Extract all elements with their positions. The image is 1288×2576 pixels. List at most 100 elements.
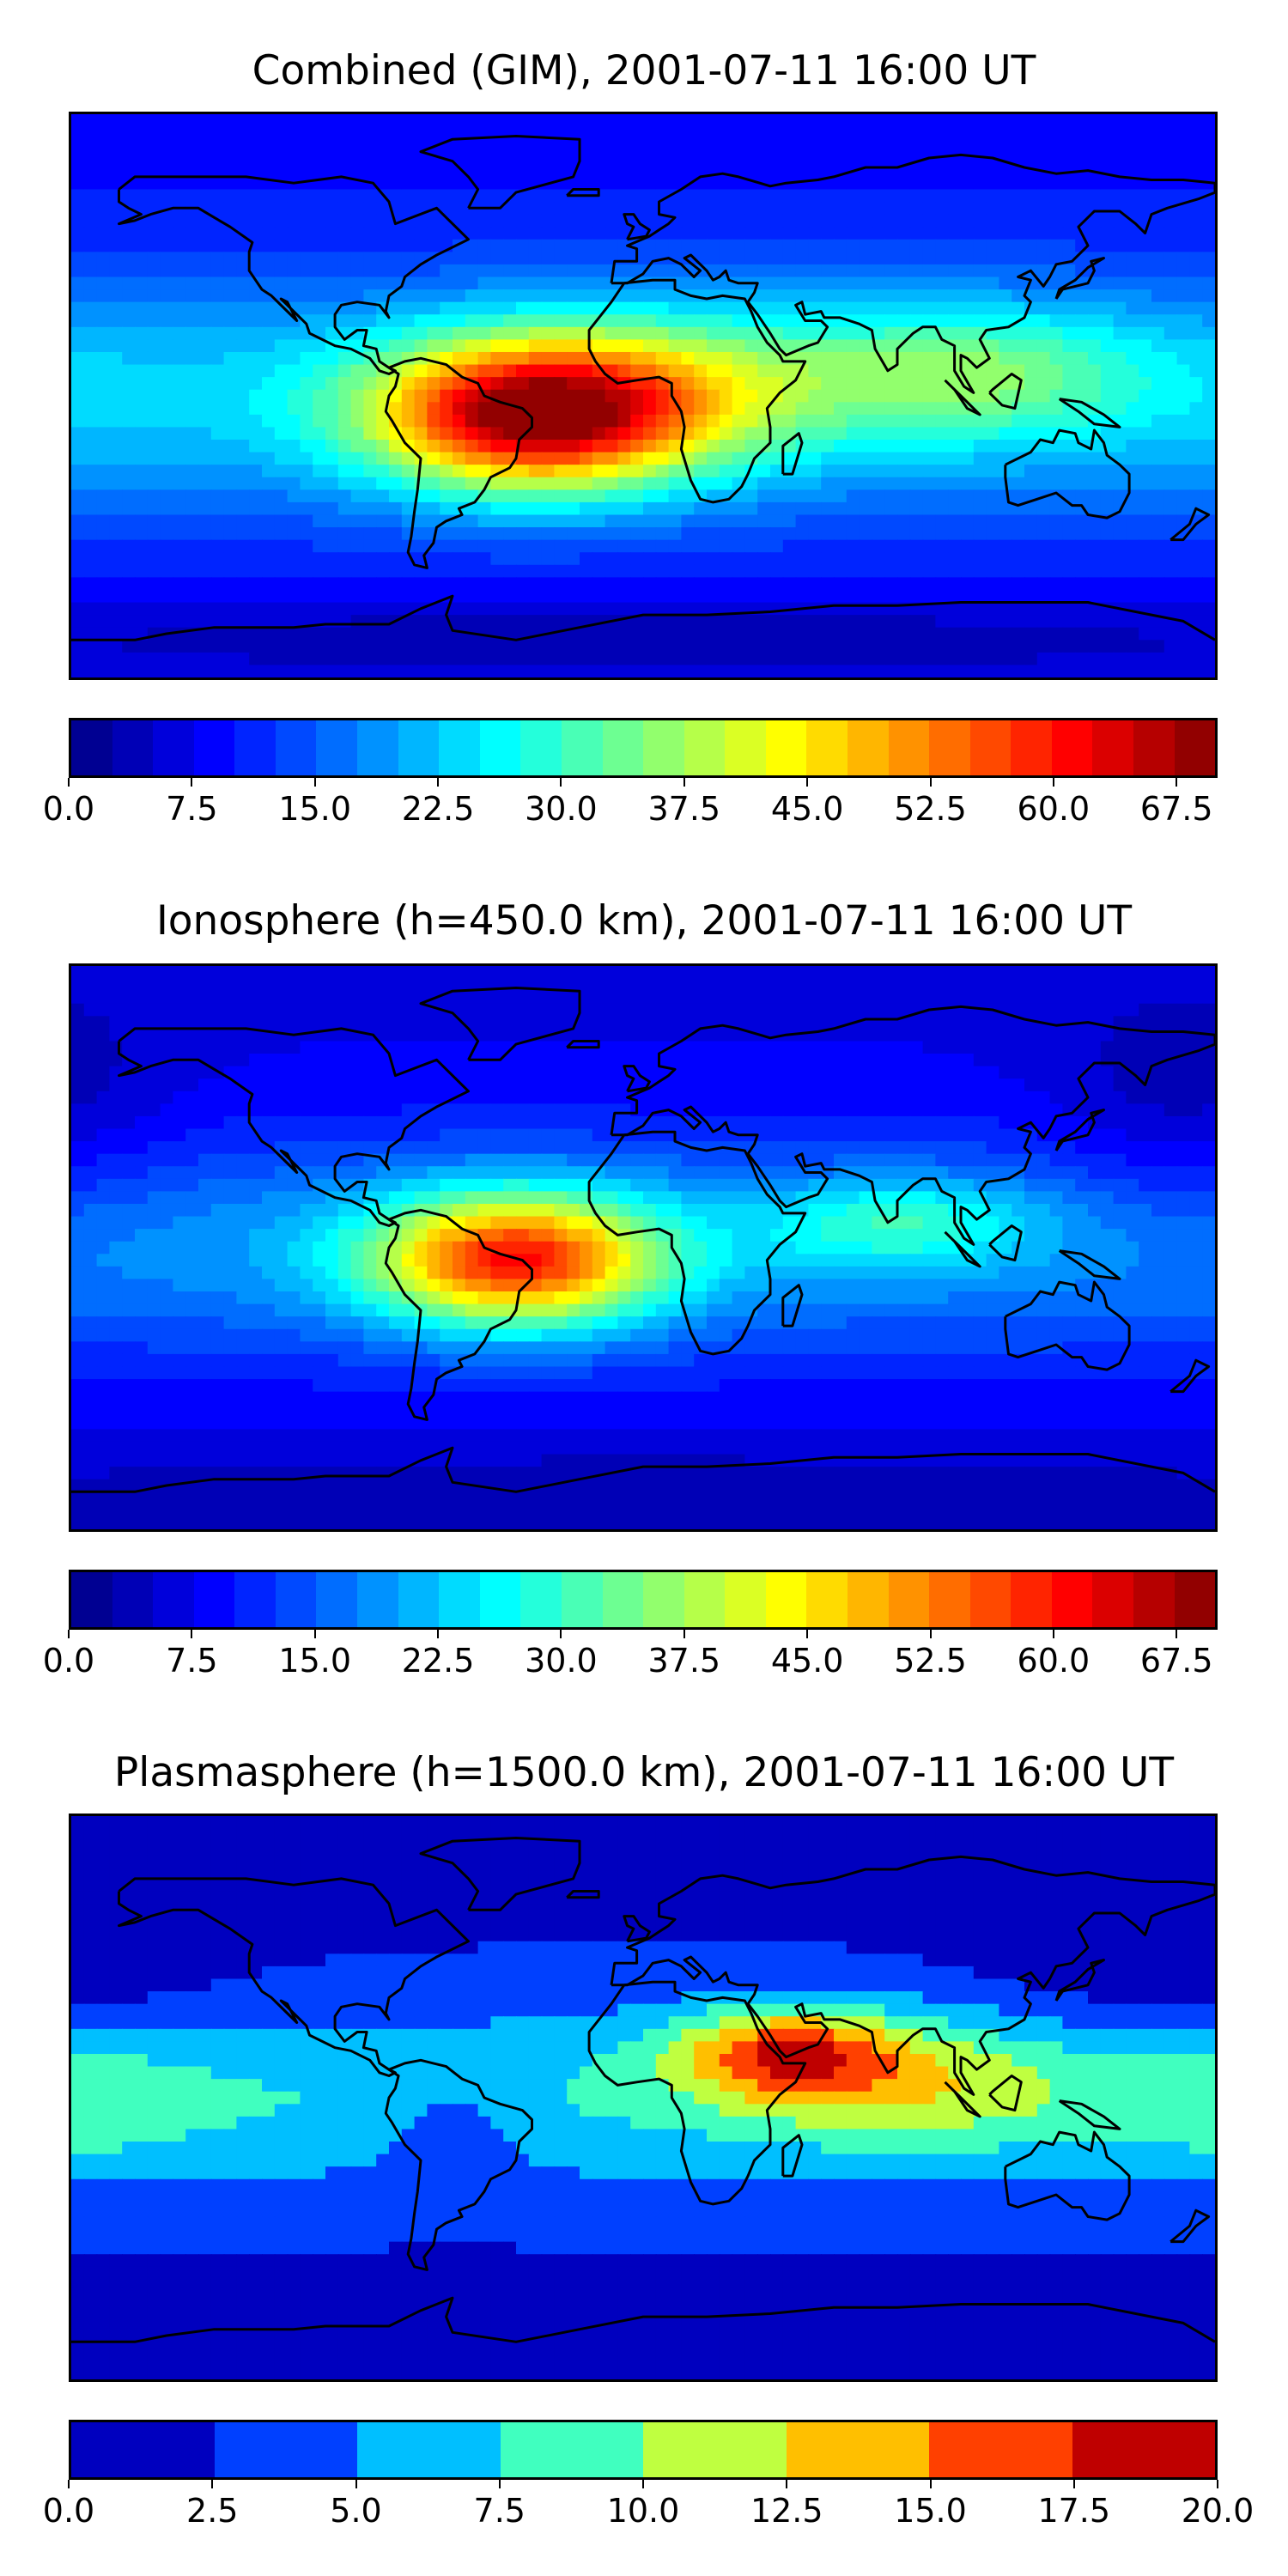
colorbar-tick xyxy=(355,2480,357,2488)
colorbar-cell xyxy=(1011,720,1052,775)
colorbar-tick xyxy=(683,1630,685,1638)
colorbar-cell xyxy=(643,2422,787,2477)
colorbar-tick xyxy=(929,1630,932,1638)
colorbar-cell xyxy=(1092,1572,1134,1627)
coastline xyxy=(566,1040,600,1049)
colorbar-tick-label: 12.5 xyxy=(750,2492,823,2530)
colorbar-cell xyxy=(847,720,889,775)
map-title-combined: Combined (GIM), 2001-07-11 16:00 UT xyxy=(252,47,1036,94)
colorbar-tick xyxy=(437,778,440,787)
colorbar-tick-label: 7.5 xyxy=(473,2492,526,2530)
colorbar-tick-label: 0.0 xyxy=(42,1642,95,1680)
colorbar-tick-label: 7.5 xyxy=(166,1642,218,1680)
coastline xyxy=(781,432,804,476)
colorbar-tick-label: 22.5 xyxy=(401,790,475,828)
colorbar-cell xyxy=(520,720,562,775)
colorbar-ticks-ionosphere: 0.0 7.5 15.0 22.5 30.0 37.5 45.0 52.5 60.0 67.5 xyxy=(43,1630,1218,1681)
coastlines xyxy=(71,987,1215,1493)
coastline xyxy=(384,2058,533,2271)
colorbar-tick-label: 30.0 xyxy=(525,1642,598,1680)
colorbar-tick xyxy=(786,2480,788,2488)
colorbar-tick-label: 7.5 xyxy=(166,790,218,828)
colorbar-cell xyxy=(561,1572,603,1627)
coastline xyxy=(566,188,600,197)
coastline xyxy=(419,987,581,1061)
colorbar-cell xyxy=(929,2422,1072,2477)
colorbar-cell xyxy=(1072,2422,1215,2477)
coastline xyxy=(1058,398,1121,428)
coastline xyxy=(587,1980,807,2206)
colorbar-tick-label: 20.0 xyxy=(1181,2492,1255,2530)
colorbar-tick xyxy=(1052,778,1054,787)
coastline xyxy=(1170,507,1211,542)
tec-field-svg xyxy=(71,114,1215,677)
colorbar-tick xyxy=(68,1630,70,1638)
colorbar-cell xyxy=(357,2422,501,2477)
colorbar-tick-label: 37.5 xyxy=(647,1642,721,1680)
colorbar-cell xyxy=(683,720,726,775)
colorbar-cell xyxy=(193,720,235,775)
colorbar-tick xyxy=(1217,2480,1218,2488)
coastline xyxy=(118,1027,470,1227)
colorbar-cell xyxy=(786,2422,929,2477)
colorbar-cell xyxy=(643,1572,684,1627)
colorbar-tick-label: 67.5 xyxy=(1139,790,1213,828)
colorbar-cell xyxy=(561,720,603,775)
coastline xyxy=(1004,1280,1131,1371)
colorbar-cell xyxy=(398,720,440,775)
colorbar-ticks-combined: 0.0 7.5 15.0 22.5 30.0 37.5 45.0 52.5 60.0 67.5 xyxy=(43,778,1218,829)
colorbar-cell xyxy=(847,1572,889,1627)
colorbar-cell xyxy=(929,1572,970,1627)
colorbar-cell xyxy=(153,1572,194,1627)
coastline xyxy=(623,213,651,241)
tec-field-cells xyxy=(71,966,1215,1529)
colorbar-tick-label: 5.0 xyxy=(330,2492,382,2530)
colorbar-tick xyxy=(211,2480,214,2488)
coastline xyxy=(944,2081,981,2118)
colorbar-tick xyxy=(313,778,316,787)
colorbar-cell xyxy=(1092,720,1134,775)
coastline xyxy=(781,1284,804,1327)
colorbar-tick xyxy=(313,1630,316,1638)
coastline xyxy=(1054,1109,1105,1151)
colorbar-cell xyxy=(765,720,807,775)
colorbar-tick-label: 45.0 xyxy=(770,790,844,828)
coastline xyxy=(1054,1959,1105,2002)
colorbar-tick-label: 15.0 xyxy=(278,1642,352,1680)
colorbar-tick xyxy=(806,778,809,787)
coastline xyxy=(1058,1249,1121,1280)
coastline xyxy=(944,1230,981,1268)
coastline xyxy=(623,1065,651,1093)
colorbar-combined xyxy=(69,718,1218,778)
colorbar-tick xyxy=(560,1630,562,1638)
colorbar-tick xyxy=(498,2480,501,2488)
coastline xyxy=(566,1890,600,1899)
colorbar-tick xyxy=(929,2480,932,2488)
coastline xyxy=(419,1837,581,1911)
tec-map-plasmasphere xyxy=(69,1814,1218,2382)
colorbar-tick xyxy=(68,2480,70,2488)
colorbar-cell xyxy=(153,720,194,775)
colorbar-cell xyxy=(1174,1572,1216,1627)
tec-field-svg xyxy=(71,966,1215,1529)
coastline xyxy=(71,1446,1215,1493)
colorbar-tick-label: 52.5 xyxy=(894,790,967,828)
coastline xyxy=(988,373,1023,410)
colorbar-tick-label: 15.0 xyxy=(894,2492,967,2530)
coastline xyxy=(1054,257,1105,300)
colorbar-cell xyxy=(806,1572,848,1627)
colorbar-cell xyxy=(214,2422,357,2477)
tec-map-combined xyxy=(69,112,1218,680)
colorbar-tick-label: 0.0 xyxy=(42,2492,95,2530)
coastline xyxy=(71,2296,1215,2343)
coastline xyxy=(419,135,581,210)
colorbar-tick xyxy=(1052,1630,1054,1638)
colorbar-cell xyxy=(1051,720,1093,775)
coastline xyxy=(384,356,533,569)
tec-map-ionosphere xyxy=(69,963,1218,1532)
colorbar-tick xyxy=(68,778,70,787)
colorbar-tick-label: 30.0 xyxy=(525,790,598,828)
coastline xyxy=(610,1005,1215,1246)
colorbar-tick-label: 17.5 xyxy=(1037,2492,1111,2530)
colorbar-cell xyxy=(275,720,317,775)
